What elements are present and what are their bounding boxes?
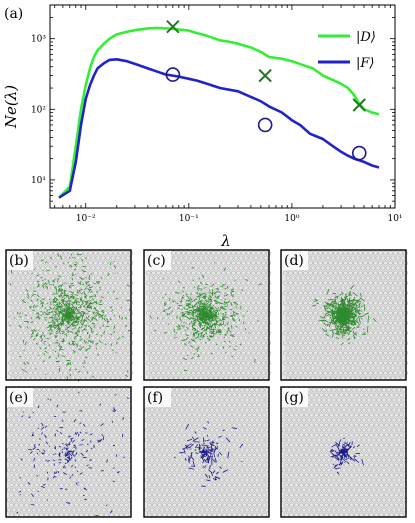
panel-label-bg	[7, 388, 33, 407]
panel-label-bg	[282, 388, 308, 407]
panel-label: (e)	[9, 390, 28, 406]
y-tick-label: 10²	[31, 105, 46, 115]
panel-frame	[5, 386, 132, 518]
panel-frame	[143, 386, 270, 518]
y-axis-label: Ne(λ)	[2, 85, 20, 129]
panel-label-bg	[145, 251, 171, 270]
series-line-0	[58, 26, 380, 199]
plot-frame	[49, 4, 396, 209]
panel-label: (d)	[284, 253, 304, 269]
panel-label-bg	[7, 251, 33, 270]
panel-label-bg	[145, 388, 171, 407]
snapshot-panel: (b)	[5, 249, 133, 382]
snapshot-panel: (e)	[5, 386, 132, 518]
marker-cross	[258, 68, 272, 83]
legend-label-0: |D⟩	[356, 30, 376, 45]
marker-circle	[257, 117, 273, 133]
panel-frame	[5, 249, 132, 381]
x-tick-label: 10⁻²	[76, 214, 96, 224]
marker-cross	[166, 19, 180, 34]
mode-vectors	[149, 262, 263, 372]
mode-vectors	[16, 391, 129, 517]
legend-label-1: |F⟩	[356, 56, 374, 71]
mode-vectors	[173, 421, 244, 487]
x-tick-label: 10⁻¹	[179, 214, 199, 224]
y-tick-label: 10¹	[31, 176, 46, 186]
mode-vectors	[329, 437, 364, 475]
panel-label: (f)	[147, 390, 163, 406]
snapshot-panel: (f)	[143, 386, 270, 518]
panel-frame	[280, 386, 407, 518]
panel-label-a: (a)	[4, 6, 23, 22]
panel-label-bg	[282, 251, 308, 270]
chart-plot: 10⁻² 10⁻¹ 10⁰ 10¹ 10¹ 10² 10³ λ Ne(λ) (a) |D⟩ |F⟩	[2, 4, 403, 250]
panel-label: (g)	[284, 390, 304, 406]
snapshot-panels: (b) (c) (d) (e) (f) (g)	[5, 249, 408, 518]
mode-vectors	[8, 253, 132, 382]
marker-circle	[165, 67, 181, 82]
x-tick-label: 10⁰	[284, 214, 299, 224]
panel-label: (c)	[147, 253, 166, 269]
y-tick-label: 10³	[31, 35, 46, 45]
marker-cross	[352, 98, 366, 112]
x-axis-label: λ	[220, 232, 231, 250]
snapshot-panel: (d)	[280, 249, 408, 381]
snapshot-panel: (c)	[143, 249, 271, 381]
snapshot-panel: (g)	[280, 386, 407, 518]
panel-frame	[143, 249, 270, 381]
panel-label: (b)	[9, 253, 29, 269]
particle-texture	[281, 387, 407, 518]
mode-vectors	[311, 284, 377, 346]
marker-circle	[351, 145, 367, 161]
panel-frame	[280, 249, 407, 381]
x-tick-label: 10¹	[387, 214, 402, 224]
series-line-1	[58, 57, 380, 199]
